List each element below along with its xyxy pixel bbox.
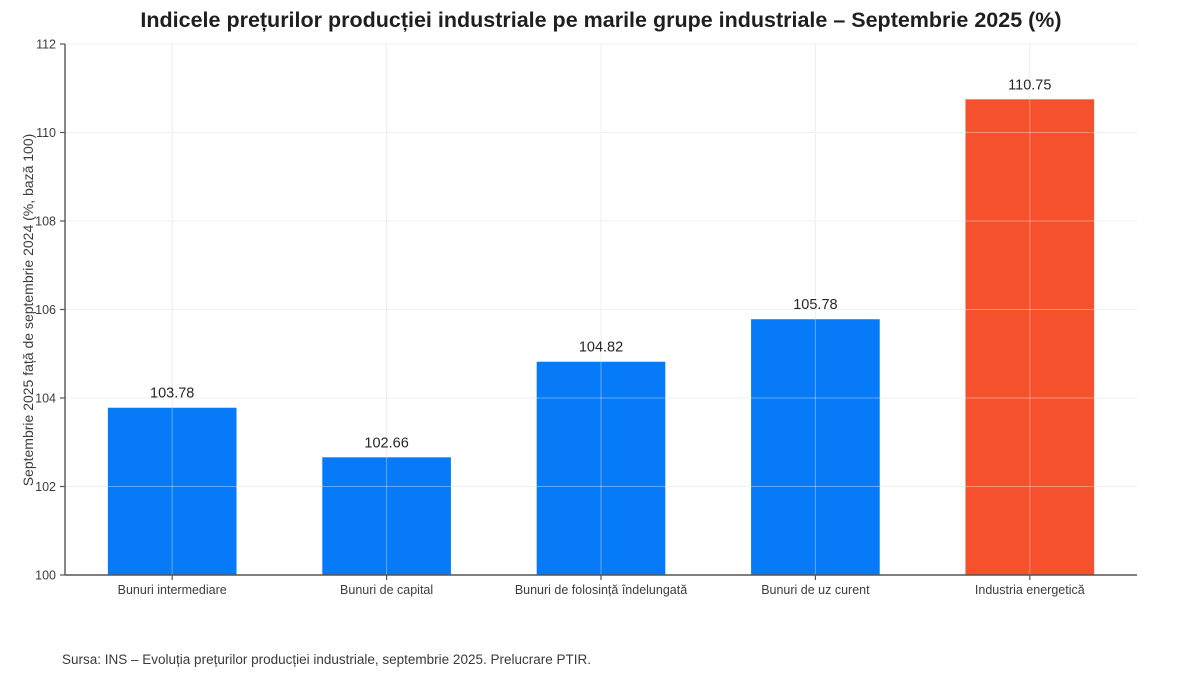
bars-layer [107, 99, 1095, 575]
x-tick-label: Bunuri intermediare [118, 583, 227, 597]
bar-value-label: 103.78 [150, 386, 194, 402]
x-tick-label: Bunuri de folosință îndelungată [515, 583, 687, 597]
y-tick-labels-layer: 100 102 104 106 108 110 112 [35, 38, 56, 583]
bar-1 [107, 407, 237, 575]
x-tick-label: Bunuri de capital [340, 583, 433, 597]
y-tick-label: 110 [36, 126, 56, 140]
x-tick-label: Industria energetică [975, 583, 1085, 597]
bar-value-label: 104.82 [579, 340, 623, 356]
bar-2 [322, 457, 451, 575]
y-tick-label: 112 [36, 38, 56, 52]
value-labels-layer: 103.78 102.66 104.82 105.78 110.75 [150, 77, 1051, 451]
bar-4 [751, 319, 880, 575]
source-note: Sursa: INS – Evoluția prețurilor producț… [62, 652, 591, 667]
bar-value-label: 105.78 [793, 297, 837, 313]
y-axis-label: Septembrie 2025 față de septembrie 2024 … [20, 134, 36, 487]
y-tick-label: 104 [35, 392, 56, 406]
axes-spines-layer [60, 43, 1137, 580]
bar-value-label: 102.66 [364, 435, 408, 451]
gridlines-overlay-layer [65, 43, 1137, 575]
bar-3 [536, 361, 666, 575]
x-tick-label: Bunuri de uz curent [761, 583, 870, 597]
y-tick-label: 102 [35, 480, 56, 494]
y-tick-label: 100 [35, 569, 56, 583]
y-tick-label: 106 [35, 303, 56, 317]
chart-title: Indicele prețurilor producției industria… [140, 8, 1061, 32]
bar-5 [965, 99, 1095, 575]
x-tick-labels-layer: Bunuri intermediare Bunuri de capital Bunu… [118, 583, 1085, 597]
y-tick-label: 108 [35, 215, 56, 229]
bar-value-label: 110.75 [1008, 77, 1051, 93]
